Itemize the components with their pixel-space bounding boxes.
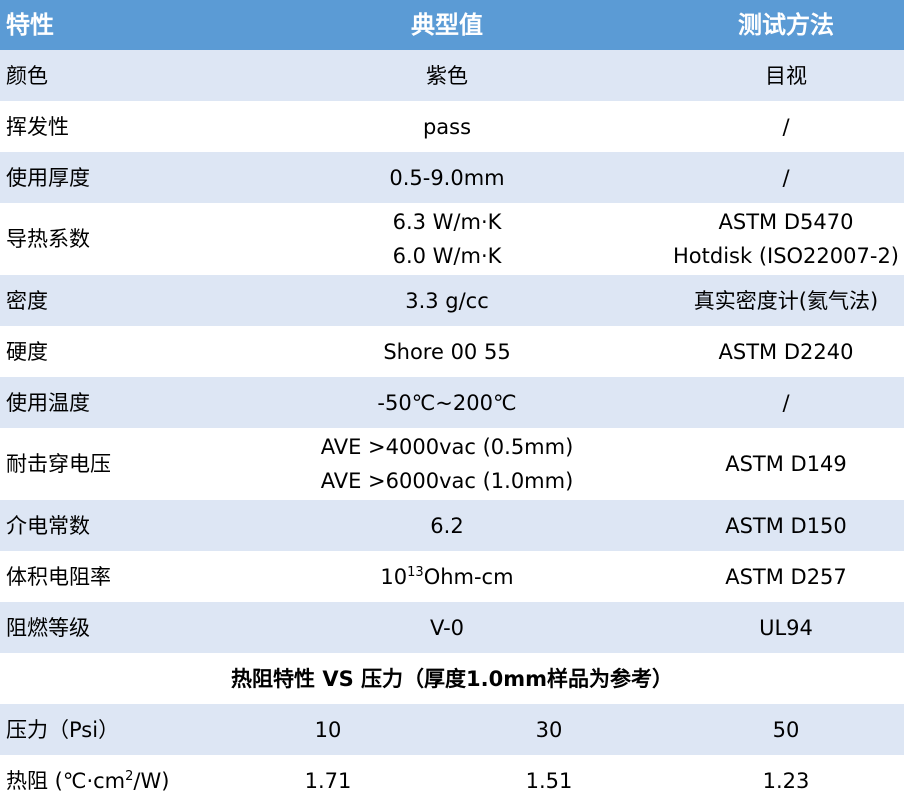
row-density: 密度 3.3 g/cc 真实密度计(氦气法) [0,275,904,326]
header-property: 特性 [6,11,54,39]
row-breakdown-voltage: 耐击穿电压 AVE >4000vac (0.5mm) AVE >6000vac … [0,428,904,500]
method-line: Hotdisk (ISO22007-2) [673,244,899,268]
property-label: 挥发性 [6,114,69,139]
row-thermal-conductivity: 导热系数 6.3 W/m·K 6.0 W/m·K ASTM D5470 Hotd… [0,203,904,275]
thermal-resistance-value: 1.23 [762,768,810,793]
property-label: 使用厚度 [6,165,90,190]
test-method: / [782,114,790,139]
pressure-value: 30 [535,717,563,742]
section-title: 热阻特性 VS 压力（厚度1.0mm样品为参考） [231,666,673,691]
test-method: / [782,390,790,415]
value-exponent: 13 [407,564,424,580]
test-method: ASTM D149 [725,452,847,476]
typical-value: 0.5-9.0mm [389,165,505,190]
property-label: 颜色 [6,63,48,88]
test-method: ASTM D2240 [718,339,854,364]
thermal-resistance-label: 热阻 (℃·cm2/W) [0,755,226,806]
thermal-resistance-value: 1.51 [525,768,573,793]
test-method: 目视 [765,63,807,88]
property-label: 使用温度 [6,390,90,415]
row-flame-rating: 阻燃等级 V-0 UL94 [0,602,904,653]
typical-value: 1013Ohm-cm [226,551,668,602]
test-method: UL94 [759,615,813,640]
row-color: 颜色 紫色 目视 [0,50,904,101]
pressure-label: 压力（Psi） [6,717,120,742]
typical-value: AVE >4000vac (0.5mm) AVE >6000vac (1.0mm… [226,428,668,500]
test-method: ASTM D257 [725,564,847,589]
label-exponent: 2 [125,768,134,784]
property-label: 导热系数 [6,227,90,251]
pressure-value: 50 [772,717,800,742]
typical-value: 6.2 [430,513,464,538]
method-line: ASTM D5470 [718,210,854,234]
row-dielectric-constant: 介电常数 6.2 ASTM D150 [0,500,904,551]
label-suffix: /W) [133,768,170,793]
typical-value: -50℃~200℃ [377,390,517,415]
row-pressure: 压力（Psi） 10 30 50 [0,704,904,755]
value-line: 6.0 W/m·K [392,244,502,268]
value-line: 6.3 W/m·K [392,210,502,234]
typical-value: Shore 00 55 [383,339,511,364]
header-row: 特性 典型值 测试方法 [0,0,904,50]
row-volatility: 挥发性 pass / [0,101,904,152]
row-operating-temperature: 使用温度 -50℃~200℃ / [0,377,904,428]
value-line: AVE >4000vac (0.5mm) [320,435,574,459]
test-method: / [782,165,790,190]
typical-value: V-0 [429,615,465,640]
property-label: 阻燃等级 [6,615,90,640]
thermal-resistance-value: 1.71 [304,768,352,793]
property-label: 硬度 [6,339,48,364]
row-volume-resistivity: 体积电阻率 1013Ohm-cm ASTM D257 [0,551,904,602]
test-method: ASTM D150 [725,513,847,538]
label-prefix: 热阻 (℃·cm [6,768,126,793]
row-thermal-resistance: 热阻 (℃·cm2/W) 1.71 1.51 1.23 [0,755,904,806]
row-thickness: 使用厚度 0.5-9.0mm / [0,152,904,203]
pressure-value: 10 [314,717,342,742]
property-label: 耐击穿电压 [6,452,111,476]
typical-value: pass [422,114,472,139]
header-test-method: 测试方法 [738,11,834,39]
property-label: 密度 [6,288,48,313]
typical-value: 紫色 [426,63,468,88]
property-label: 体积电阻率 [6,564,111,589]
value-unit: Ohm-cm [423,564,514,589]
test-method: ASTM D5470 Hotdisk (ISO22007-2) [668,203,904,275]
typical-value: 6.3 W/m·K 6.0 W/m·K [226,203,668,275]
header-typical-value: 典型值 [411,11,483,39]
property-label: 介电常数 [6,513,90,538]
value-line: AVE >6000vac (1.0mm) [320,469,574,493]
row-hardness: 硬度 Shore 00 55 ASTM D2240 [0,326,904,377]
typical-value: 3.3 g/cc [405,288,489,313]
value-base: 10 [380,564,408,589]
test-method: 真实密度计(氦气法) [693,288,879,313]
section-title-row: 热阻特性 VS 压力（厚度1.0mm样品为参考） [0,653,904,704]
